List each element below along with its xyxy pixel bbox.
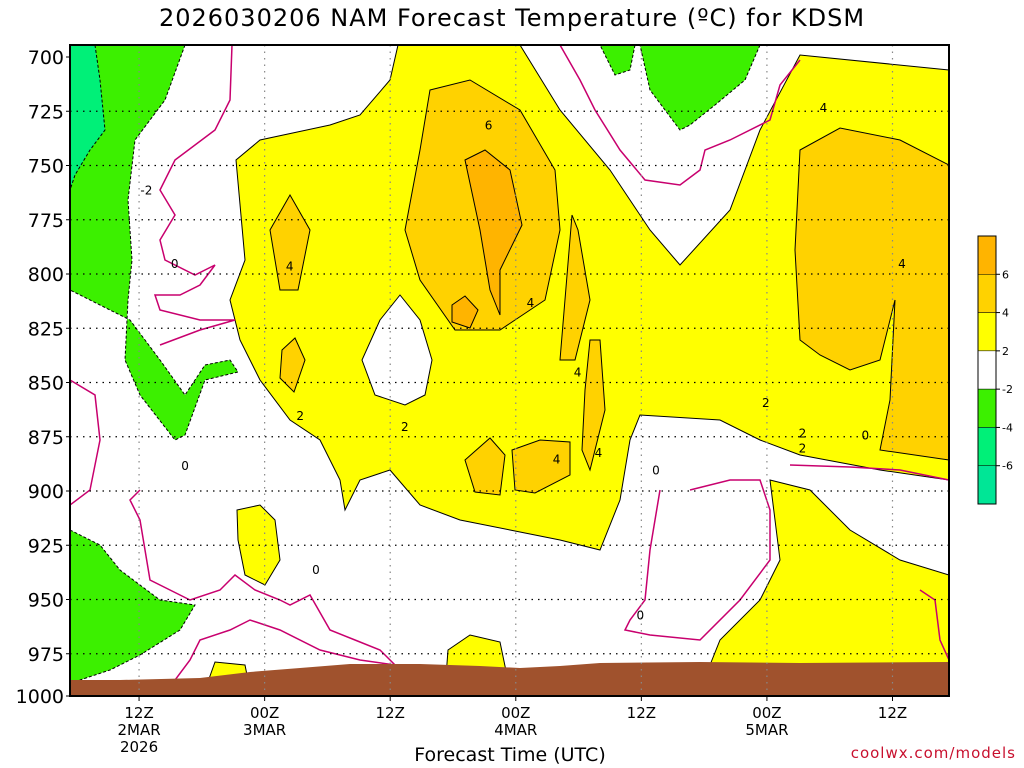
x-tick-label: 5MAR xyxy=(745,721,788,739)
legend-swatch xyxy=(977,427,997,466)
plot-frame xyxy=(69,44,950,697)
legend-swatch xyxy=(977,235,997,275)
y-tick-label: 975 xyxy=(28,644,64,666)
credit-link[interactable]: coolwx.com/models xyxy=(850,744,1016,762)
contour-label: 2 xyxy=(799,442,807,456)
legend-label: 4 xyxy=(1002,307,1009,320)
legend-label: -6 xyxy=(1002,460,1013,473)
legend-swatch xyxy=(977,350,997,390)
legend-swatch xyxy=(977,312,997,352)
zero-contour-7 xyxy=(919,589,949,661)
y-tick-label: 1000 xyxy=(16,686,64,708)
y-tick-label: 775 xyxy=(28,210,64,232)
warm-core-over6-small xyxy=(451,295,479,329)
cold-region-upper-mid xyxy=(639,45,761,131)
color-legend: 6 4 2 -2 -4 -6 xyxy=(977,235,1013,505)
warm-pocket-4to6-small4 xyxy=(511,439,571,494)
grid xyxy=(70,45,949,696)
warm-pocket-4to6-small3 xyxy=(464,437,506,496)
y-tick-label: 900 xyxy=(28,481,64,503)
y-tick-label: 725 xyxy=(28,101,64,123)
x-tick-label: 12Z xyxy=(627,704,656,722)
warm-pocket-4to6-small6 xyxy=(559,214,591,361)
x-tick-label: 00Z xyxy=(250,704,279,722)
y-tick-label: 950 xyxy=(28,590,64,612)
contour-label: 0 xyxy=(636,609,644,623)
legend-label: -2 xyxy=(1002,383,1013,396)
x-tick-label: 3MAR xyxy=(243,721,286,739)
zero-contour-2 xyxy=(153,45,236,346)
contour-label: 4 xyxy=(574,366,582,380)
contour-label: 4 xyxy=(553,452,561,466)
x-tick-label: 2026 xyxy=(120,738,158,756)
contour-label: 4 xyxy=(898,257,906,271)
legend-swatch xyxy=(977,465,997,505)
contour-label: -2 xyxy=(140,183,152,197)
cold-region-upper-left xyxy=(70,45,239,441)
legend-swatch xyxy=(977,274,997,313)
y-tick-label: 750 xyxy=(28,156,64,178)
zero-contour-6 xyxy=(789,464,949,481)
warm-core-over6 xyxy=(464,149,523,316)
legend-label: -4 xyxy=(1002,421,1013,434)
y-tick-label: 800 xyxy=(28,264,64,286)
hole-region xyxy=(361,294,433,406)
y-axis: 700 725 750 775 800 825 850 875 900 925 950 975 1000 xyxy=(16,47,70,708)
zero-contour-4 xyxy=(559,45,801,186)
contour-label: 2 xyxy=(799,426,807,440)
x-tick-label: 12Z xyxy=(878,704,907,722)
cold-region-upper-mid2 xyxy=(599,45,636,76)
contour-label: 6 xyxy=(485,118,493,132)
contour-label: 2 xyxy=(762,396,770,410)
contour-label: 2 xyxy=(401,420,409,434)
y-tick-label: 825 xyxy=(28,318,64,340)
contour-label: 2 xyxy=(296,409,304,423)
terrain xyxy=(70,662,949,696)
x-tick-label: 12Z xyxy=(124,704,153,722)
warm-pocket-4to6-small2 xyxy=(279,337,306,393)
x-tick-label: 00Z xyxy=(752,704,781,722)
legend-frame xyxy=(977,235,997,505)
x-tick-label: 00Z xyxy=(501,704,530,722)
warm-pocket-4to6-small5 xyxy=(581,339,606,472)
zero-contour-3 xyxy=(129,489,398,691)
zero-contour-5 xyxy=(623,479,771,641)
contour-label: 0 xyxy=(181,459,189,473)
x-tick-label: 12Z xyxy=(376,704,405,722)
y-tick-label: 700 xyxy=(28,47,64,69)
contour-labels: -2 0 0 4 2 0 2 6 4 4 4 4 0 0 2 2 2 4 0 4 xyxy=(140,101,905,623)
contour-label: 0 xyxy=(312,563,320,577)
contour-label: 0 xyxy=(861,429,869,443)
x-tick-label: 4MAR xyxy=(494,721,537,739)
x-axis-label: Forecast Time (UTC) xyxy=(414,744,606,766)
y-tick-label: 925 xyxy=(28,535,64,557)
y-tick-label: 875 xyxy=(28,427,64,449)
contour-label: 0 xyxy=(171,257,179,271)
zero-contour-1 xyxy=(70,379,101,506)
warm-region-low-right xyxy=(699,479,949,691)
x-tick-label: 2MAR xyxy=(117,721,160,739)
contour-label: 4 xyxy=(820,101,828,115)
contour-label: 0 xyxy=(652,463,660,477)
warm-pocket-4to6-small1 xyxy=(269,193,311,291)
y-tick-label: 850 xyxy=(28,373,64,395)
legend-label: 6 xyxy=(1002,268,1009,281)
contour-label: 4 xyxy=(595,446,603,460)
legend-swatch xyxy=(977,388,997,428)
chart-title: 2026030206 NAM Forecast Temperature (ºC)… xyxy=(158,4,866,32)
contour-label: 4 xyxy=(527,296,535,310)
warm-pocket-4to6-right xyxy=(794,127,949,461)
contour-label: 4 xyxy=(286,259,294,273)
legend-label: 2 xyxy=(1002,345,1009,358)
